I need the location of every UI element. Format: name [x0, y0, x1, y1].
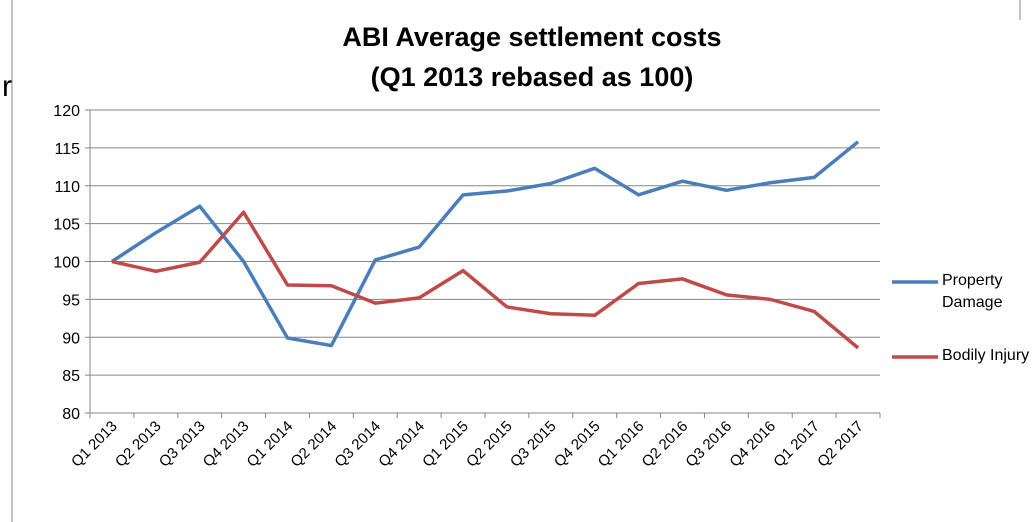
series-line	[111, 210, 860, 350]
x-tick-label: Q4 2014	[375, 418, 428, 471]
x-tick-label: Q3 2016	[683, 418, 736, 471]
x-tick-label: Q1 2013	[68, 418, 121, 471]
x-tick-label: Q3 2015	[507, 418, 560, 471]
x-tick-label: Q4 2015	[551, 418, 604, 471]
x-tick-label: Q3 2014	[331, 418, 384, 471]
x-tick-label: Q1 2016	[595, 418, 648, 471]
y-tick-label: 105	[53, 217, 80, 234]
x-tick-label: Q2 2014	[288, 418, 341, 471]
y-tick-label: 95	[62, 292, 80, 309]
y-tick-label: 90	[62, 330, 80, 347]
x-tick-label: Q4 2016	[726, 418, 779, 471]
x-tick-label: Q1 2015	[419, 418, 472, 471]
chart-title: ABI Average settlement costs	[342, 22, 721, 52]
chart-subtitle: (Q1 2013 rebased as 100)	[371, 62, 694, 92]
y-tick-label: 115	[54, 141, 80, 158]
x-tick-label: Q4 2013	[200, 418, 253, 471]
y-tick-label: 110	[54, 179, 80, 196]
x-tick-label: Q2 2016	[639, 418, 692, 471]
y-tick-label: 100	[53, 255, 80, 272]
x-tick-label: Q2 2013	[112, 418, 165, 471]
legend-label: Property Damage	[942, 272, 1003, 311]
page-fragment: r	[2, 70, 12, 103]
y-tick-label: 80	[62, 406, 80, 423]
x-tick-label: Q2 2015	[463, 418, 516, 471]
y-tick-label: 85	[62, 368, 80, 385]
x-tick-label: Q1 2017	[770, 418, 823, 471]
y-tick-label: 120	[53, 103, 80, 120]
x-tick-label: Q2 2017	[814, 418, 867, 471]
legend-label: Bodily Injury	[942, 347, 1030, 364]
series-line	[110, 140, 860, 348]
x-tick-label: Q3 2013	[156, 418, 209, 471]
x-tick-label: Q1 2014	[244, 418, 297, 471]
